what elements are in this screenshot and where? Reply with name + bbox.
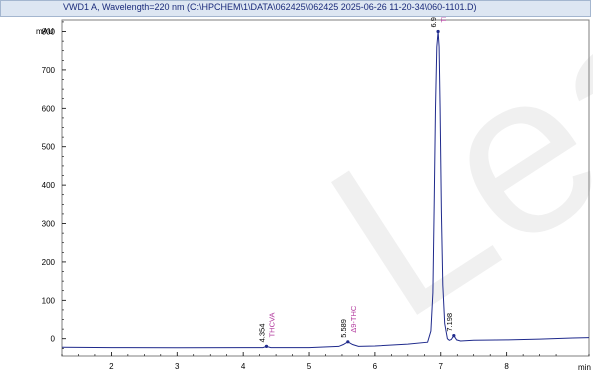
peak-apex-marker [346, 340, 350, 344]
y-axis-title: mAU [36, 27, 54, 36]
y-tick-label: 200 [42, 258, 56, 267]
x-tick-label: 5 [307, 362, 312, 371]
x-tick-label: 7 [439, 362, 444, 371]
x-axis-title: min [578, 363, 591, 372]
x-axis: 2 3 4 5 6 7 8 [61, 352, 590, 371]
y-tick-label: 600 [42, 104, 56, 113]
x-tick-label: 6 [373, 362, 378, 371]
y-tick-label: 500 [42, 143, 56, 152]
peak-retention-time: 4.354 [257, 324, 266, 343]
peak-retention-time: 6.959 [429, 9, 438, 28]
y-tick-label: 800 [42, 28, 56, 37]
peak-retention-time: 7.198 [445, 313, 454, 332]
series-group [61, 31, 590, 349]
signal-trace [61, 31, 590, 349]
x-tick-label: 2 [109, 362, 114, 371]
x-tick-label: 8 [504, 362, 509, 371]
y-tick-label: 100 [42, 296, 56, 305]
peak-apex-marker [436, 29, 440, 34]
peak-apex-marker [452, 334, 456, 338]
peak-retention-time: 5.589 [339, 319, 348, 338]
y-tick-label: 700 [42, 66, 56, 75]
x-tick-label: 4 [241, 362, 246, 371]
watermark-text: Leafs [288, 0, 593, 366]
y-tick-label: 300 [42, 220, 56, 229]
peak-compound-name: THCVA [267, 313, 276, 338]
peak-compound-name: Δ9-THC [349, 305, 358, 333]
y-tick-label: 0 [51, 335, 56, 344]
y-axis: 0 100 200 300 400 500 600 700 800 [42, 21, 66, 349]
x-tick-label: 3 [175, 362, 180, 371]
chart-title: VWD1 A, Wavelength=220 nm (C:\HPCHEM\1\D… [63, 2, 477, 12]
y-tick-label: 400 [42, 181, 56, 190]
peak-apex-marker [264, 344, 269, 348]
chart-title-bar: VWD1 A, Wavelength=220 nm (C:\HPCHEM\1\D… [0, 0, 591, 17]
